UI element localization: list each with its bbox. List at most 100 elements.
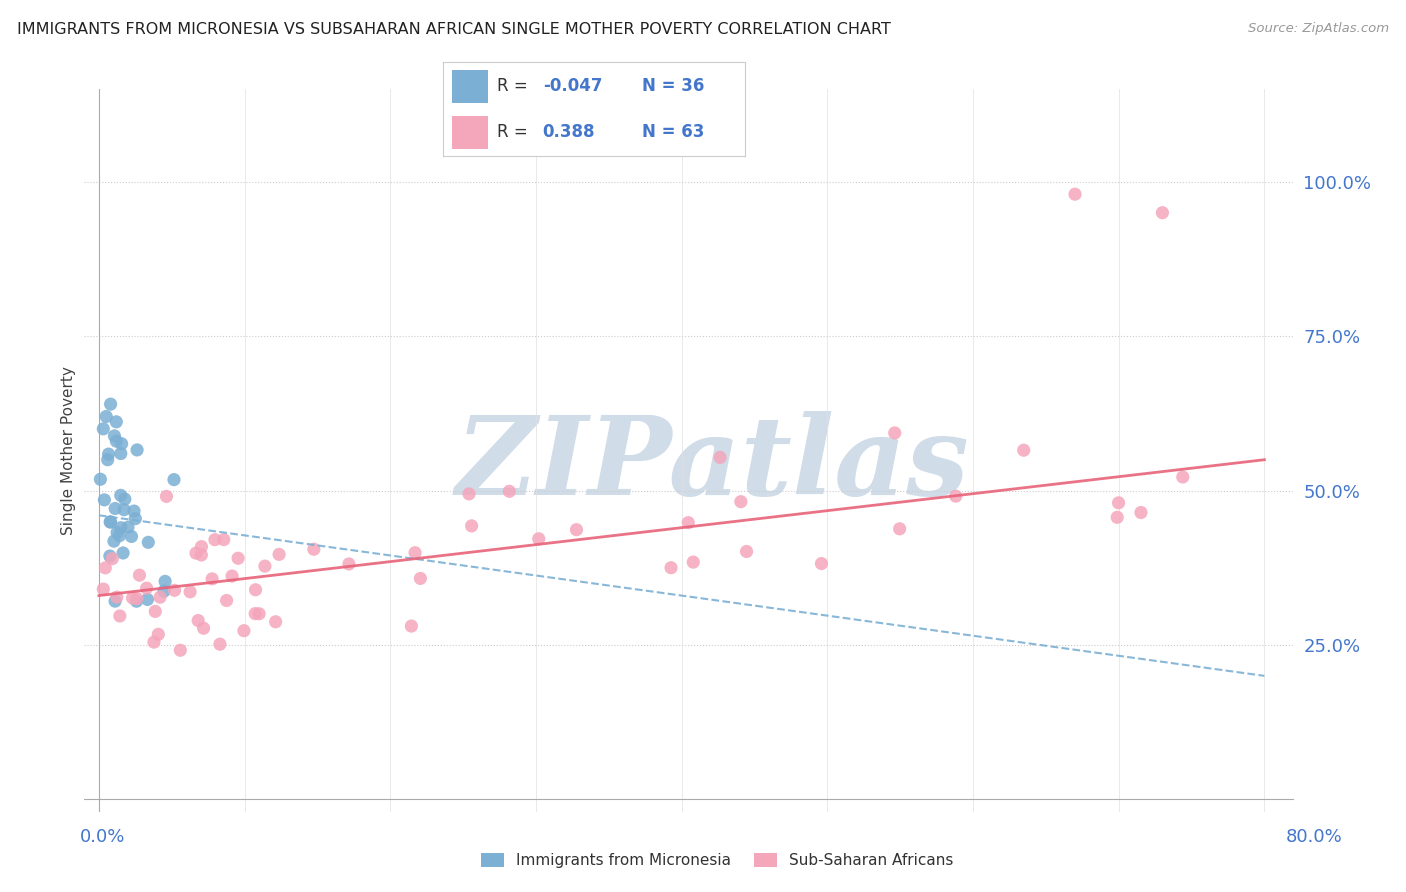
Point bbox=[810, 557, 832, 571]
Point bbox=[190, 548, 212, 562]
Point bbox=[302, 542, 325, 557]
Point bbox=[1012, 443, 1035, 458]
Point bbox=[110, 521, 132, 535]
Point bbox=[337, 557, 360, 571]
Text: ZIPatlas: ZIPatlas bbox=[456, 411, 970, 518]
Point bbox=[149, 591, 172, 605]
Point bbox=[96, 409, 118, 424]
Legend: Immigrants from Micronesia, Sub-Saharan Africans: Immigrants from Micronesia, Sub-Saharan … bbox=[475, 847, 959, 874]
Point bbox=[125, 591, 148, 606]
Point bbox=[91, 582, 114, 596]
Point bbox=[215, 593, 238, 607]
Point bbox=[94, 561, 117, 575]
Text: R =: R = bbox=[498, 123, 533, 141]
Point bbox=[153, 574, 176, 589]
Point bbox=[124, 511, 146, 525]
Text: 80.0%: 80.0% bbox=[1286, 828, 1343, 846]
Point bbox=[136, 535, 159, 549]
Text: 0.0%: 0.0% bbox=[80, 828, 125, 846]
Point bbox=[678, 516, 700, 530]
Point bbox=[245, 582, 267, 597]
Point bbox=[709, 450, 731, 465]
Point bbox=[98, 515, 121, 529]
Point bbox=[184, 546, 207, 560]
Point bbox=[404, 546, 426, 560]
Point bbox=[105, 590, 128, 604]
Point bbox=[110, 488, 132, 502]
Point bbox=[226, 551, 249, 566]
Point bbox=[193, 621, 215, 635]
Point bbox=[93, 492, 115, 507]
Point bbox=[111, 436, 134, 450]
Point bbox=[108, 609, 131, 624]
Point bbox=[91, 422, 114, 436]
Point bbox=[659, 560, 682, 574]
Point bbox=[190, 540, 212, 554]
Point bbox=[100, 397, 122, 411]
Point bbox=[1107, 510, 1129, 524]
Point bbox=[105, 415, 128, 429]
Point bbox=[97, 452, 120, 467]
Point bbox=[108, 528, 131, 542]
Point bbox=[1171, 470, 1194, 484]
Point bbox=[163, 473, 186, 487]
Point bbox=[110, 446, 132, 460]
Point bbox=[148, 627, 170, 641]
Point bbox=[155, 489, 177, 503]
Point bbox=[163, 583, 186, 598]
Point bbox=[458, 487, 481, 501]
Point bbox=[1130, 506, 1153, 520]
Point bbox=[143, 635, 166, 649]
Y-axis label: Single Mother Poverty: Single Mother Poverty bbox=[60, 366, 76, 535]
Point bbox=[121, 591, 143, 605]
Point bbox=[409, 571, 432, 585]
Point bbox=[682, 555, 704, 569]
Point bbox=[122, 504, 145, 518]
Point bbox=[1064, 187, 1087, 202]
Text: IMMIGRANTS FROM MICRONESIA VS SUBSAHARAN AFRICAN SINGLE MOTHER POVERTY CORRELATI: IMMIGRANTS FROM MICRONESIA VS SUBSAHARAN… bbox=[17, 22, 891, 37]
Text: -0.047: -0.047 bbox=[543, 77, 602, 95]
Point bbox=[460, 519, 482, 533]
Point bbox=[128, 568, 150, 582]
Point bbox=[89, 472, 111, 486]
Point bbox=[103, 429, 125, 443]
Point bbox=[498, 484, 520, 499]
Point bbox=[136, 592, 159, 607]
Point bbox=[253, 559, 276, 574]
Point bbox=[232, 624, 254, 638]
Point bbox=[143, 604, 166, 618]
Point bbox=[104, 594, 127, 608]
Point bbox=[945, 489, 967, 503]
Point bbox=[179, 584, 201, 599]
Point bbox=[117, 520, 139, 534]
Point bbox=[401, 619, 423, 633]
Point bbox=[169, 643, 191, 657]
FancyBboxPatch shape bbox=[451, 116, 488, 149]
FancyBboxPatch shape bbox=[451, 70, 488, 103]
Point bbox=[212, 533, 235, 547]
Point bbox=[125, 594, 148, 608]
Point bbox=[889, 522, 911, 536]
Point bbox=[204, 533, 226, 547]
Text: R =: R = bbox=[498, 77, 533, 95]
Point bbox=[730, 494, 752, 508]
Point bbox=[221, 569, 243, 583]
Point bbox=[243, 607, 266, 621]
Point bbox=[97, 447, 120, 461]
Point bbox=[114, 492, 136, 507]
Text: N = 36: N = 36 bbox=[643, 77, 704, 95]
Point bbox=[264, 615, 287, 629]
Text: N = 63: N = 63 bbox=[643, 123, 704, 141]
Text: 0.388: 0.388 bbox=[543, 123, 595, 141]
Point bbox=[104, 501, 127, 516]
Point bbox=[121, 529, 143, 543]
Point bbox=[187, 614, 209, 628]
Point bbox=[101, 551, 124, 566]
Point bbox=[105, 434, 128, 449]
Point bbox=[105, 525, 128, 540]
Point bbox=[201, 572, 224, 586]
Point bbox=[153, 584, 176, 599]
Point bbox=[247, 607, 270, 621]
Point bbox=[208, 637, 231, 651]
Text: Source: ZipAtlas.com: Source: ZipAtlas.com bbox=[1249, 22, 1389, 36]
